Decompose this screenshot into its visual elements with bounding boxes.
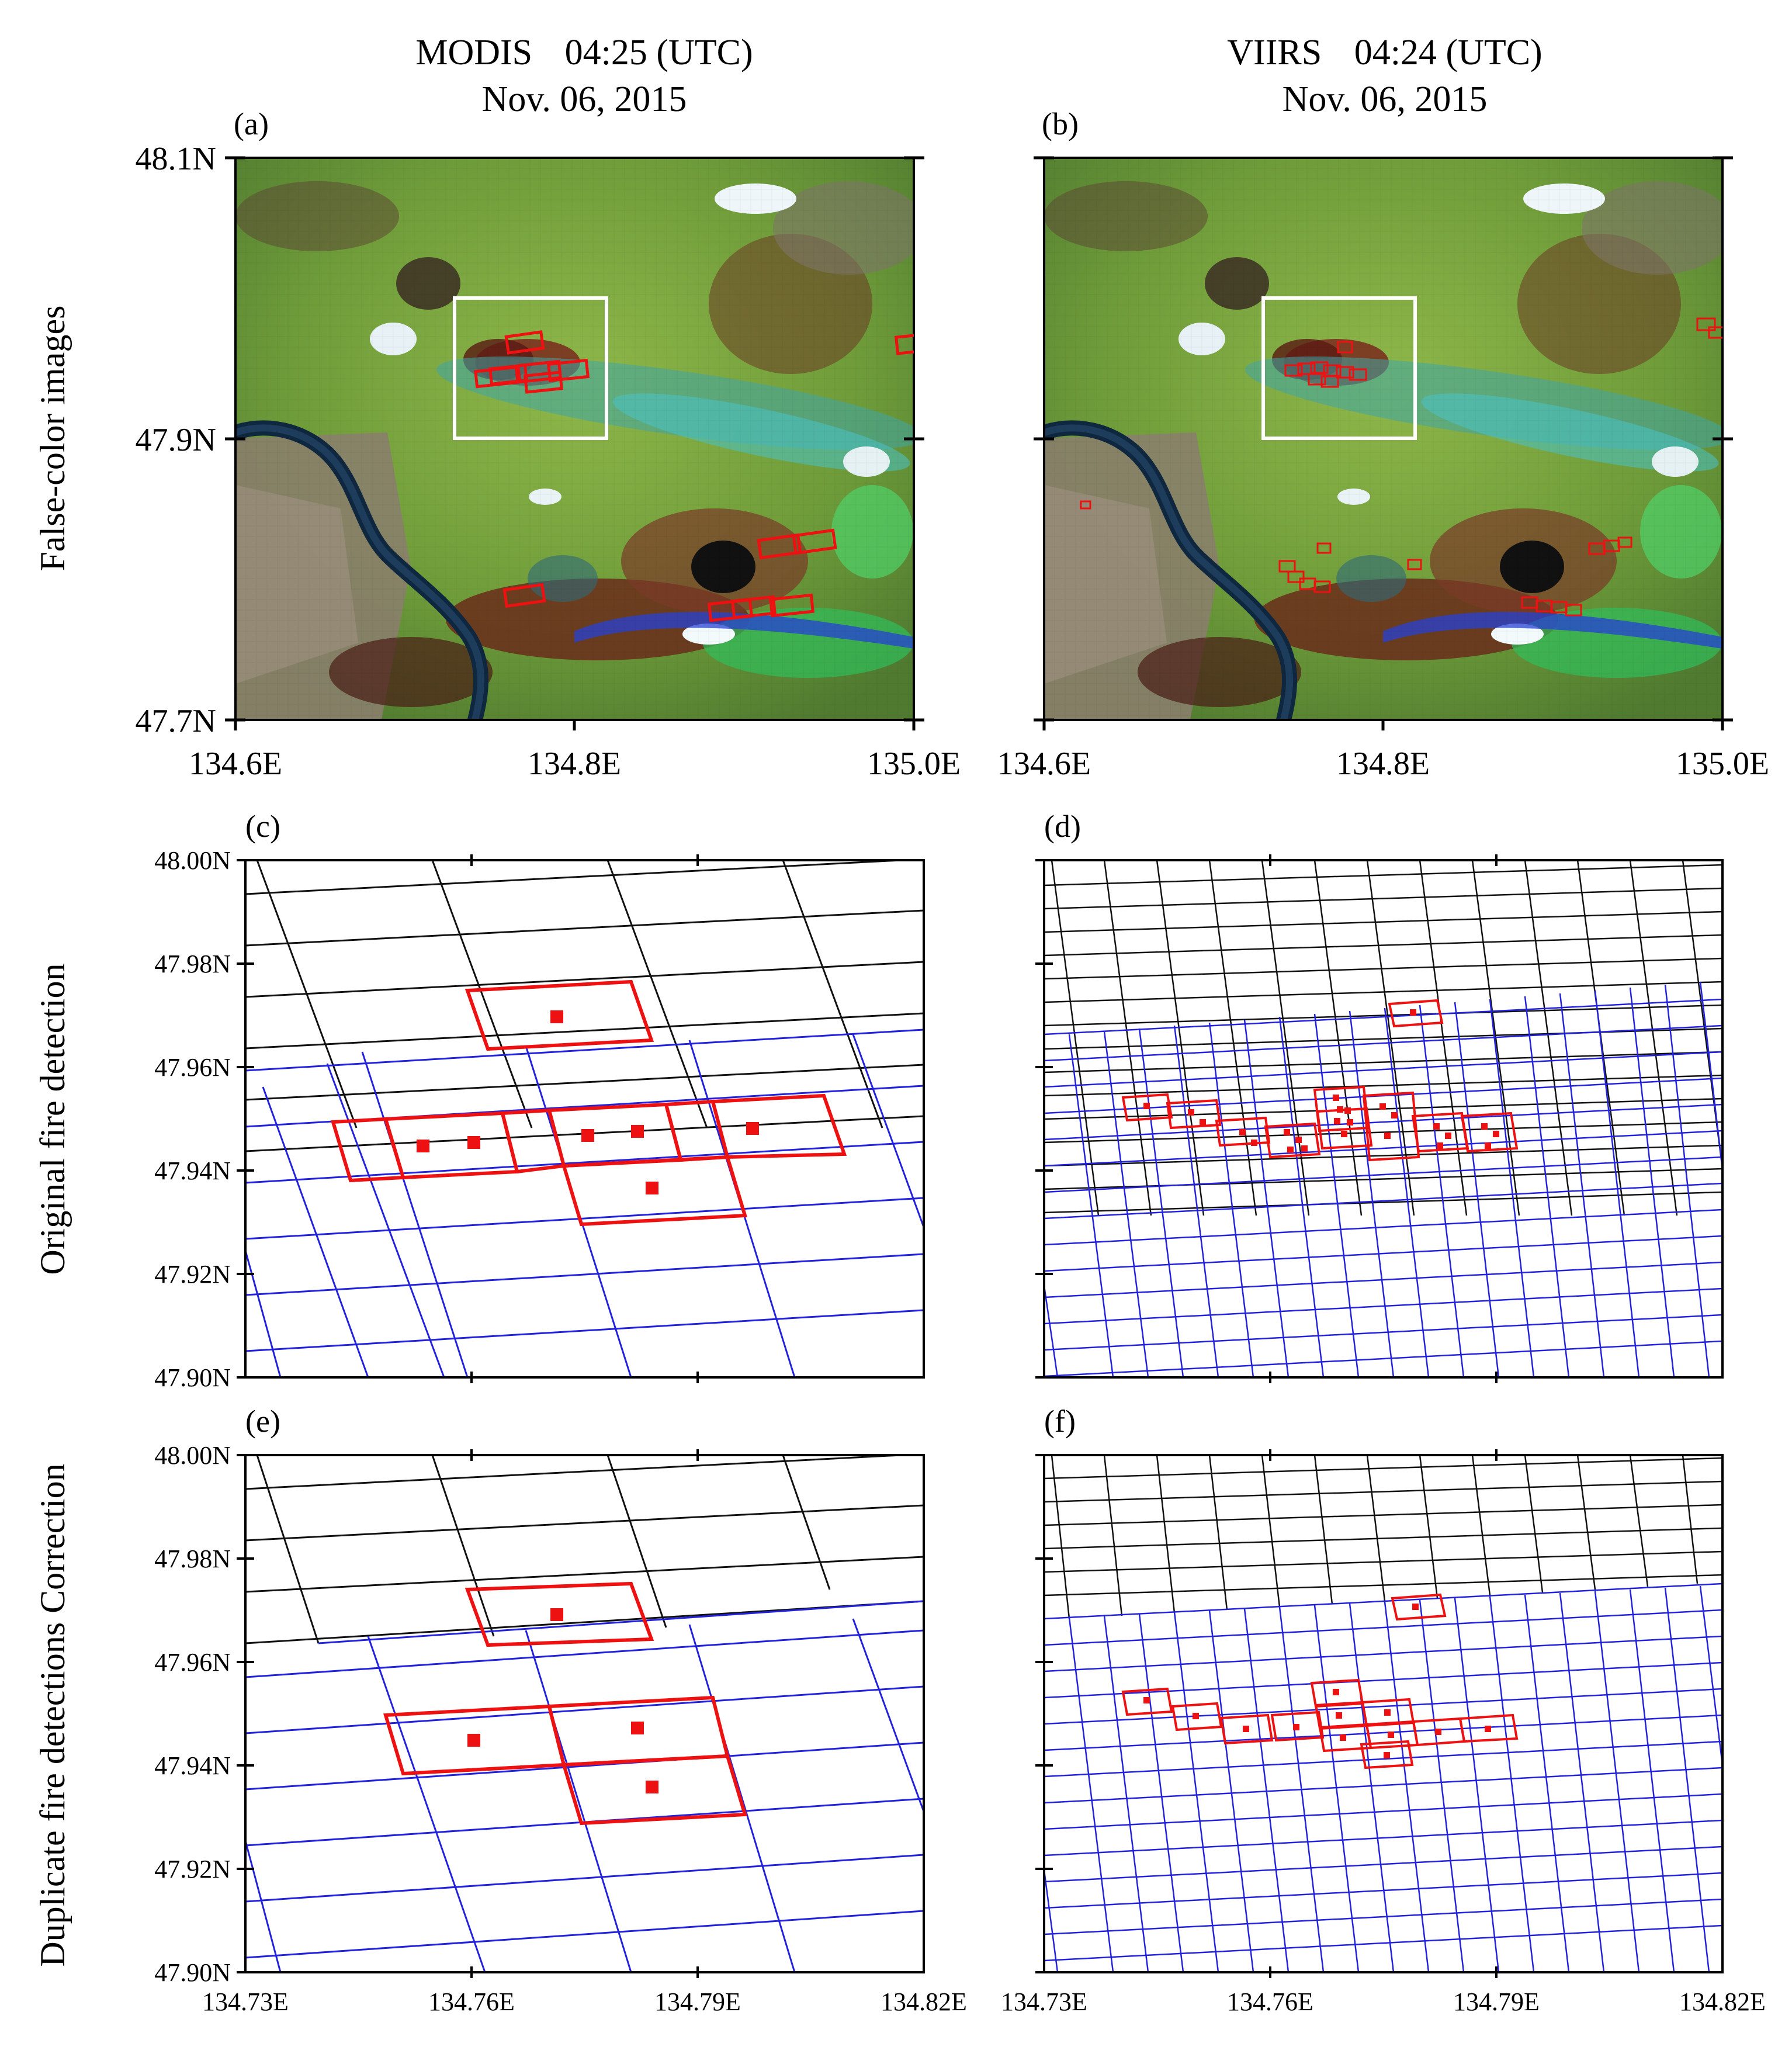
fire-footprints-c bbox=[331, 979, 847, 1227]
xtick-b-0: 134.6E bbox=[997, 746, 1091, 782]
panel-c: (c) bbox=[154, 809, 925, 1392]
panel-label-d: (d) bbox=[1044, 809, 1081, 844]
plot-area-c bbox=[245, 860, 924, 1377]
fire-pixel-markers-e bbox=[467, 1608, 658, 1793]
viirs-sensor-label: VIIRS bbox=[1227, 33, 1322, 72]
panel-label-c: (c) bbox=[245, 809, 280, 844]
fire-pixel-markers-d bbox=[1143, 1009, 1499, 1153]
xtick-f-3: 134.82E bbox=[1679, 1987, 1766, 2016]
column-title-modis: MODIS 04:25 (UTC) Nov. 06, 2015 bbox=[415, 33, 753, 119]
scan-grid-previous-e bbox=[245, 1455, 924, 1644]
xtick-a-2: 135.0E bbox=[867, 746, 961, 782]
xtick-a-1: 134.8E bbox=[528, 746, 621, 782]
viirs-time-label: 04:24 (UTC) bbox=[1354, 33, 1543, 72]
xtick-b-1: 134.8E bbox=[1336, 746, 1430, 782]
fire-footprints-e bbox=[383, 1581, 747, 1826]
ytick-c-1: 47.98N bbox=[154, 950, 231, 978]
ytick-c-5: 47.90N bbox=[154, 1363, 231, 1392]
scan-grid-previous-d bbox=[1044, 860, 1722, 1216]
ticks-e bbox=[237, 1449, 699, 1978]
xtick-e-1: 134.76E bbox=[428, 1987, 515, 2016]
ticks-f bbox=[1035, 1449, 1498, 1978]
xtick-b-2: 135.0E bbox=[1676, 746, 1769, 782]
panel-label-e: (e) bbox=[245, 1404, 280, 1439]
fire-pixel-markers-f bbox=[1143, 1604, 1491, 1758]
plot-area-e bbox=[245, 1455, 924, 1972]
ytick-e-0: 48.00N bbox=[154, 1441, 231, 1470]
fire-footprints-f bbox=[1121, 1593, 1519, 1769]
frame-d bbox=[1043, 859, 1724, 1379]
modis-sensor-label: MODIS bbox=[415, 33, 532, 72]
panel-d: (d) bbox=[1035, 809, 1724, 1383]
xtick-e-2: 134.79E bbox=[654, 1987, 741, 2016]
ticks-d bbox=[1035, 854, 1498, 1383]
ticks-c bbox=[237, 854, 699, 1383]
ticks-b bbox=[1034, 156, 1733, 730]
xtick-f-0: 134.73E bbox=[1001, 1987, 1087, 2016]
panel-b: (b) bbox=[997, 106, 1769, 782]
scan-grid-current-f bbox=[1044, 1582, 1722, 1972]
ytick-e-2: 47.96N bbox=[154, 1648, 231, 1677]
modis-fire-footprints bbox=[474, 330, 914, 622]
panel-a: (a) bbox=[136, 106, 961, 782]
xtick-a-0: 134.6E bbox=[189, 746, 282, 782]
frame-c bbox=[244, 859, 925, 1379]
modis-date-label: Nov. 06, 2015 bbox=[482, 79, 687, 119]
fire-footprints-d bbox=[1121, 999, 1519, 1162]
scan-grid-previous-f bbox=[1044, 1455, 1722, 1619]
ytick-c-2: 47.96N bbox=[154, 1053, 231, 1082]
ytick-e-3: 47.94N bbox=[154, 1751, 231, 1780]
zoom-box-a bbox=[453, 296, 608, 440]
scan-grid-current-d bbox=[1044, 981, 1722, 1377]
frame-f bbox=[1043, 1454, 1724, 1973]
ytick-a-1: 47.9N bbox=[136, 422, 216, 458]
panel-label-a: (a) bbox=[234, 106, 269, 141]
ytick-a-2: 47.7N bbox=[136, 703, 216, 739]
row-label-false-color: False-color images bbox=[33, 306, 72, 572]
fire-pixel-markers-c bbox=[417, 1010, 759, 1194]
panel-label-b: (b) bbox=[1042, 106, 1079, 141]
frame-e bbox=[244, 1454, 925, 1973]
ytick-c-0: 48.00N bbox=[154, 846, 231, 875]
row-label-original: Original fire detection bbox=[33, 963, 72, 1275]
zoom-box-b bbox=[1261, 296, 1417, 440]
ytick-c-4: 47.92N bbox=[154, 1260, 231, 1289]
svg-text:MODIS 04:25 (UTC): MODIS 04:25 (UTC) bbox=[415, 33, 753, 72]
ytick-c-3: 47.94N bbox=[154, 1156, 231, 1185]
panel-label-f: (f) bbox=[1044, 1404, 1076, 1439]
modis-time-label: 04:25 (UTC) bbox=[565, 33, 753, 72]
ytick-e-1: 47.98N bbox=[154, 1545, 231, 1573]
ytick-a-0: 48.1N bbox=[136, 141, 216, 177]
xtick-e-3: 134.82E bbox=[881, 1987, 967, 2016]
column-title-viirs: VIIRS 04:24 (UTC) Nov. 06, 2015 bbox=[1227, 33, 1542, 119]
xtick-f-2: 134.79E bbox=[1453, 1987, 1540, 2016]
panel-e: (e) bbox=[154, 1404, 967, 2016]
viirs-fire-footprints bbox=[1080, 317, 1722, 617]
row-label-correction: Duplicate fire detections Correction bbox=[33, 1463, 72, 1966]
viirs-date-label: Nov. 06, 2015 bbox=[1283, 79, 1488, 119]
svg-text:VIIRS 04:24 (UTC): VIIRS 04:24 (UTC) bbox=[1227, 33, 1542, 72]
ticks-a bbox=[225, 156, 924, 730]
ytick-e-5: 47.90N bbox=[154, 1958, 231, 1987]
ytick-e-4: 47.92N bbox=[154, 1855, 231, 1883]
xtick-f-1: 134.76E bbox=[1227, 1987, 1313, 2016]
xtick-e-0: 134.73E bbox=[202, 1987, 289, 2016]
panel-f: (f) bbox=[1001, 1404, 1766, 2016]
